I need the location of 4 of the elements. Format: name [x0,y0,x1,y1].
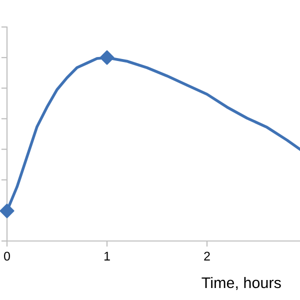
x-tick-label: 0 [4,252,10,261]
x-tick-label: 2 [204,252,210,260]
x-axis-title: Time, hours [202,276,281,290]
x-tick-label: 1 [104,252,110,260]
